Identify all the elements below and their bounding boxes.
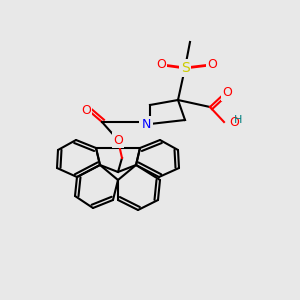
Text: S: S bbox=[181, 61, 189, 75]
Text: O: O bbox=[113, 134, 123, 146]
Text: O: O bbox=[156, 58, 166, 71]
Text: O: O bbox=[229, 116, 239, 128]
Text: O: O bbox=[222, 86, 232, 100]
Text: O: O bbox=[81, 103, 91, 116]
Text: N: N bbox=[141, 118, 151, 130]
Text: H: H bbox=[234, 115, 242, 125]
Text: O: O bbox=[207, 58, 217, 71]
